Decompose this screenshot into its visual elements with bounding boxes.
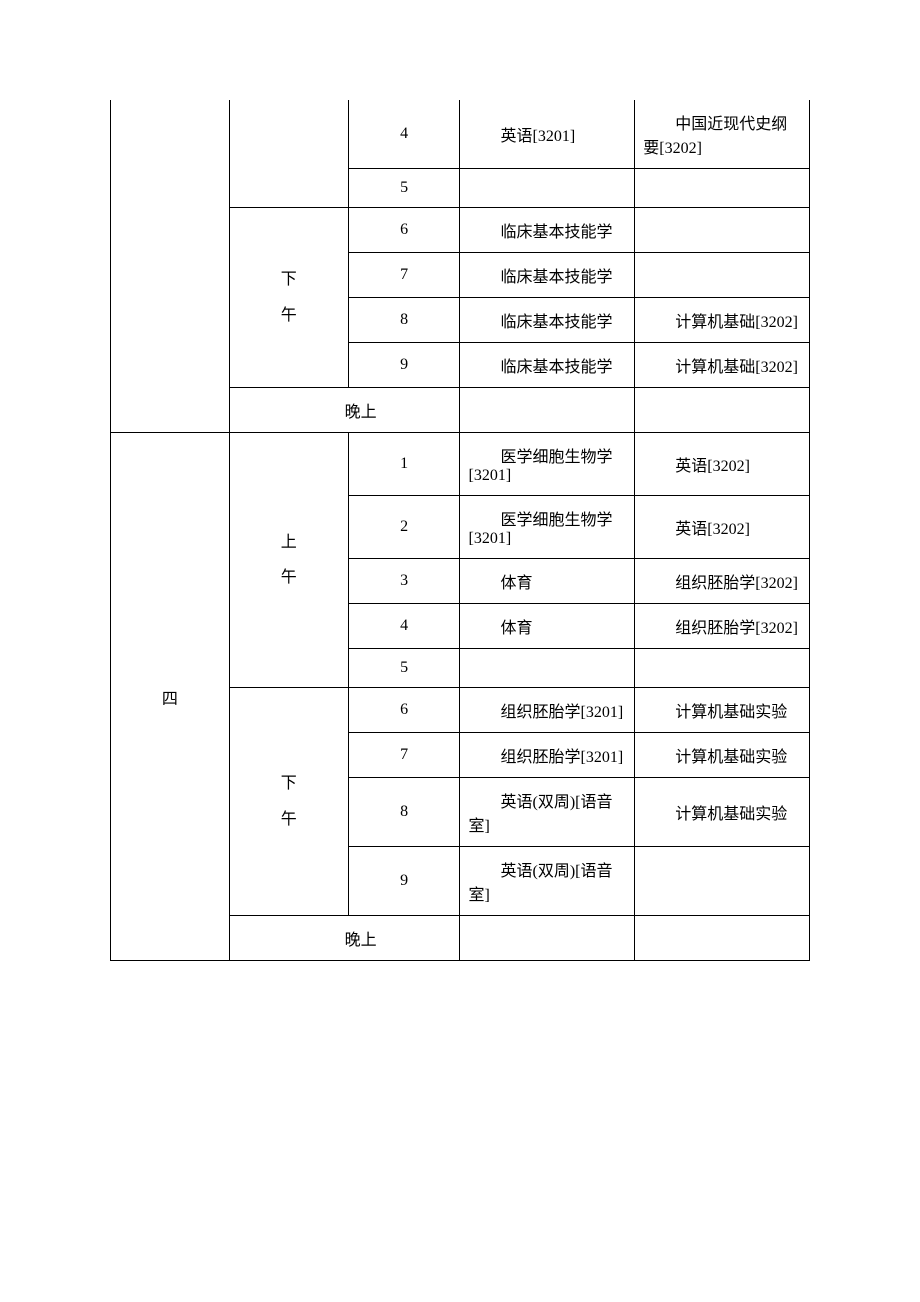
subject-cell: 临床基本技能学 — [460, 343, 635, 388]
period-cell: 上午 — [229, 433, 348, 688]
period-number: 9 — [348, 847, 460, 916]
period-number: 9 — [348, 343, 460, 388]
period-cell: 晚上 — [229, 388, 460, 433]
subject-cell — [635, 847, 810, 916]
subject-cell: 中国近现代史纲要[3202] — [635, 100, 810, 169]
subject-cell: 临床基本技能学 — [460, 298, 635, 343]
subject-cell — [460, 388, 635, 433]
subject-cell: 医学细胞生物学[3201] — [460, 496, 635, 559]
period-number: 3 — [348, 559, 460, 604]
subject-cell: 组织胚胎学[3201] — [460, 688, 635, 733]
period-number: 6 — [348, 688, 460, 733]
subject-cell — [635, 208, 810, 253]
subject-cell: 英语[3202] — [635, 496, 810, 559]
period-number: 5 — [348, 169, 460, 208]
subject-cell: 体育 — [460, 559, 635, 604]
subject-cell — [460, 169, 635, 208]
period-cell — [229, 100, 348, 208]
subject-cell — [635, 916, 810, 961]
period-number: 4 — [348, 604, 460, 649]
table-row: 4 英语[3201] 中国近现代史纲要[3202] — [111, 100, 810, 169]
table-row: 四 上午 1 医学细胞生物学[3201] 英语[3202] — [111, 433, 810, 496]
day-cell: 四 — [111, 433, 230, 961]
subject-cell: 医学细胞生物学[3201] — [460, 433, 635, 496]
subject-cell — [635, 388, 810, 433]
subject-cell: 临床基本技能学 — [460, 253, 635, 298]
period-label: 下午 — [281, 775, 297, 827]
subject-cell: 临床基本技能学 — [460, 208, 635, 253]
subject-cell: 英语(双周)[语音室] — [460, 847, 635, 916]
period-number: 8 — [348, 298, 460, 343]
subject-cell — [460, 916, 635, 961]
period-number: 5 — [348, 649, 460, 688]
period-number: 8 — [348, 778, 460, 847]
period-number: 1 — [348, 433, 460, 496]
subject-cell: 组织胚胎学[3202] — [635, 604, 810, 649]
subject-cell — [635, 649, 810, 688]
subject-cell: 组织胚胎学[3201] — [460, 733, 635, 778]
schedule-table: 4 英语[3201] 中国近现代史纲要[3202] 5 下午 6 临床基本技能学… — [110, 100, 810, 961]
subject-cell: 体育 — [460, 604, 635, 649]
period-cell: 下午 — [229, 688, 348, 916]
subject-cell: 计算机基础实验 — [635, 688, 810, 733]
period-cell: 下午 — [229, 208, 348, 388]
subject-cell: 英语[3202] — [635, 433, 810, 496]
subject-cell: 英语(双周)[语音室] — [460, 778, 635, 847]
subject-cell: 计算机基础实验 — [635, 778, 810, 847]
subject-cell — [460, 649, 635, 688]
subject-cell: 计算机基础[3202] — [635, 343, 810, 388]
subject-cell: 计算机基础[3202] — [635, 298, 810, 343]
day-cell — [111, 100, 230, 433]
period-label: 上午 — [281, 534, 297, 586]
subject-cell: 英语[3201] — [460, 100, 635, 169]
period-cell: 晚上 — [229, 916, 460, 961]
period-number: 7 — [348, 733, 460, 778]
subject-cell: 组织胚胎学[3202] — [635, 559, 810, 604]
period-number: 7 — [348, 253, 460, 298]
period-number: 2 — [348, 496, 460, 559]
period-number: 4 — [348, 100, 460, 169]
period-number: 6 — [348, 208, 460, 253]
subject-cell — [635, 253, 810, 298]
subject-cell — [635, 169, 810, 208]
period-label: 下午 — [281, 271, 297, 323]
subject-cell: 计算机基础实验 — [635, 733, 810, 778]
